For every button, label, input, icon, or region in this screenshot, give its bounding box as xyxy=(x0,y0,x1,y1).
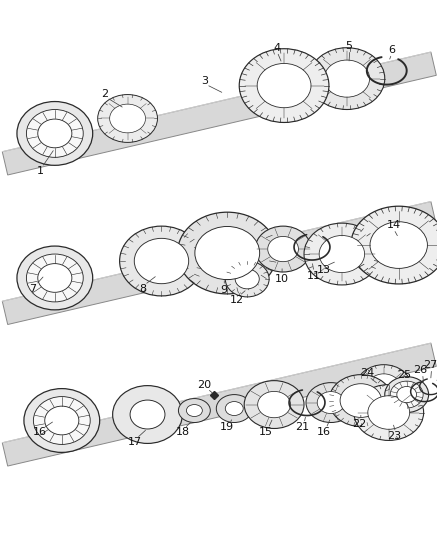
Ellipse shape xyxy=(33,397,90,445)
Ellipse shape xyxy=(120,226,203,296)
Ellipse shape xyxy=(268,237,298,262)
Ellipse shape xyxy=(390,381,423,408)
Ellipse shape xyxy=(134,238,189,284)
Ellipse shape xyxy=(304,223,380,285)
Ellipse shape xyxy=(45,406,79,435)
Text: 18: 18 xyxy=(175,427,190,438)
Text: 5: 5 xyxy=(346,41,353,51)
Text: 20: 20 xyxy=(197,379,212,390)
Ellipse shape xyxy=(329,375,393,426)
Ellipse shape xyxy=(195,227,260,280)
Ellipse shape xyxy=(98,94,158,142)
Ellipse shape xyxy=(235,269,259,289)
Ellipse shape xyxy=(225,401,243,416)
Ellipse shape xyxy=(397,386,417,402)
Ellipse shape xyxy=(225,261,269,297)
Ellipse shape xyxy=(17,101,93,165)
Ellipse shape xyxy=(17,246,93,310)
Text: 1: 1 xyxy=(36,166,43,176)
Text: 7: 7 xyxy=(29,284,36,294)
Ellipse shape xyxy=(130,400,165,429)
Text: 13: 13 xyxy=(317,265,331,275)
Ellipse shape xyxy=(38,264,72,292)
Ellipse shape xyxy=(216,394,252,423)
Ellipse shape xyxy=(367,374,400,401)
Ellipse shape xyxy=(354,385,424,440)
Ellipse shape xyxy=(38,119,72,148)
Text: 11: 11 xyxy=(307,271,321,281)
Ellipse shape xyxy=(324,60,370,97)
Text: 8: 8 xyxy=(139,284,146,294)
Text: 14: 14 xyxy=(387,220,401,230)
Text: 9: 9 xyxy=(221,285,228,295)
Ellipse shape xyxy=(178,399,210,423)
Ellipse shape xyxy=(351,206,438,284)
Ellipse shape xyxy=(257,63,311,108)
Ellipse shape xyxy=(26,109,83,157)
Text: 10: 10 xyxy=(275,274,289,284)
Text: 16: 16 xyxy=(317,427,331,438)
Ellipse shape xyxy=(368,396,410,429)
Text: 2: 2 xyxy=(101,88,108,99)
Ellipse shape xyxy=(177,212,277,294)
Text: 16: 16 xyxy=(33,427,47,438)
Text: 15: 15 xyxy=(259,427,273,438)
Text: 4: 4 xyxy=(274,43,281,53)
Polygon shape xyxy=(2,201,436,325)
Ellipse shape xyxy=(113,385,182,443)
Ellipse shape xyxy=(258,391,290,418)
Ellipse shape xyxy=(24,389,100,453)
Text: 21: 21 xyxy=(295,423,309,432)
Text: 12: 12 xyxy=(230,295,244,305)
Text: 22: 22 xyxy=(352,419,366,430)
Text: 23: 23 xyxy=(387,431,401,441)
Ellipse shape xyxy=(309,48,385,109)
Ellipse shape xyxy=(244,381,304,429)
Ellipse shape xyxy=(26,254,83,302)
Ellipse shape xyxy=(340,384,381,417)
Text: 19: 19 xyxy=(220,423,234,432)
Text: 6: 6 xyxy=(388,45,395,55)
Text: 25: 25 xyxy=(397,370,411,379)
Ellipse shape xyxy=(110,104,145,133)
Polygon shape xyxy=(2,52,436,175)
Polygon shape xyxy=(2,343,436,466)
Ellipse shape xyxy=(356,365,412,410)
Ellipse shape xyxy=(187,405,202,416)
Ellipse shape xyxy=(239,49,329,123)
Text: 24: 24 xyxy=(360,368,374,378)
Ellipse shape xyxy=(319,236,364,272)
Ellipse shape xyxy=(370,222,427,269)
Text: 27: 27 xyxy=(424,360,438,370)
Text: 3: 3 xyxy=(201,76,208,86)
Ellipse shape xyxy=(306,383,356,423)
Ellipse shape xyxy=(385,377,429,413)
Ellipse shape xyxy=(317,392,345,414)
Text: 26: 26 xyxy=(413,365,427,375)
Text: 17: 17 xyxy=(127,438,141,447)
Ellipse shape xyxy=(255,226,311,272)
